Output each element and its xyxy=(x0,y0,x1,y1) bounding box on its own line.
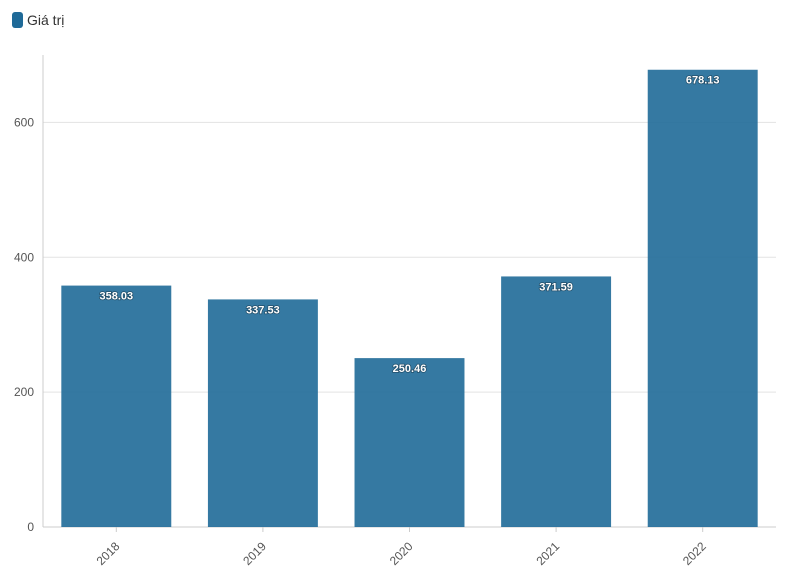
x-axis-tick-labels: 2018 2019 2020 2021 2022 xyxy=(94,539,709,568)
x-tick-label-2019: 2019 xyxy=(240,539,269,568)
data-label-2018: 358.03 xyxy=(99,291,133,303)
x-tick-label-2022: 2022 xyxy=(680,539,709,568)
x-tick-label-2020: 2020 xyxy=(387,539,416,568)
y-tick-label: 0 xyxy=(27,520,34,534)
legend-swatch xyxy=(12,12,23,28)
y-axis-tick-labels: 0 200 400 600 xyxy=(14,115,34,534)
bar-2020 xyxy=(354,358,465,527)
x-tick-label-2018: 2018 xyxy=(94,539,123,568)
y-tick-label: 200 xyxy=(14,385,34,399)
legend: Giá trị xyxy=(12,12,64,28)
data-labels: 358.03 337.53 250.46 371.59 678.13 xyxy=(99,74,721,376)
data-label-2020: 250.46 xyxy=(393,363,427,375)
data-label-2021: 371.59 xyxy=(539,281,573,293)
data-label-2022: 678.13 xyxy=(686,75,720,87)
data-label-2019: 337.53 xyxy=(246,304,280,316)
y-tick-label: 400 xyxy=(14,250,34,264)
legend-label: Giá trị xyxy=(27,12,65,28)
y-tick-label: 600 xyxy=(14,115,34,129)
bar-2022 xyxy=(647,69,758,527)
bar-2019 xyxy=(207,299,318,527)
bars xyxy=(61,69,758,527)
x-tick-label-2021: 2021 xyxy=(533,539,562,568)
bar-2018 xyxy=(61,285,172,527)
bar-2021 xyxy=(501,276,612,527)
